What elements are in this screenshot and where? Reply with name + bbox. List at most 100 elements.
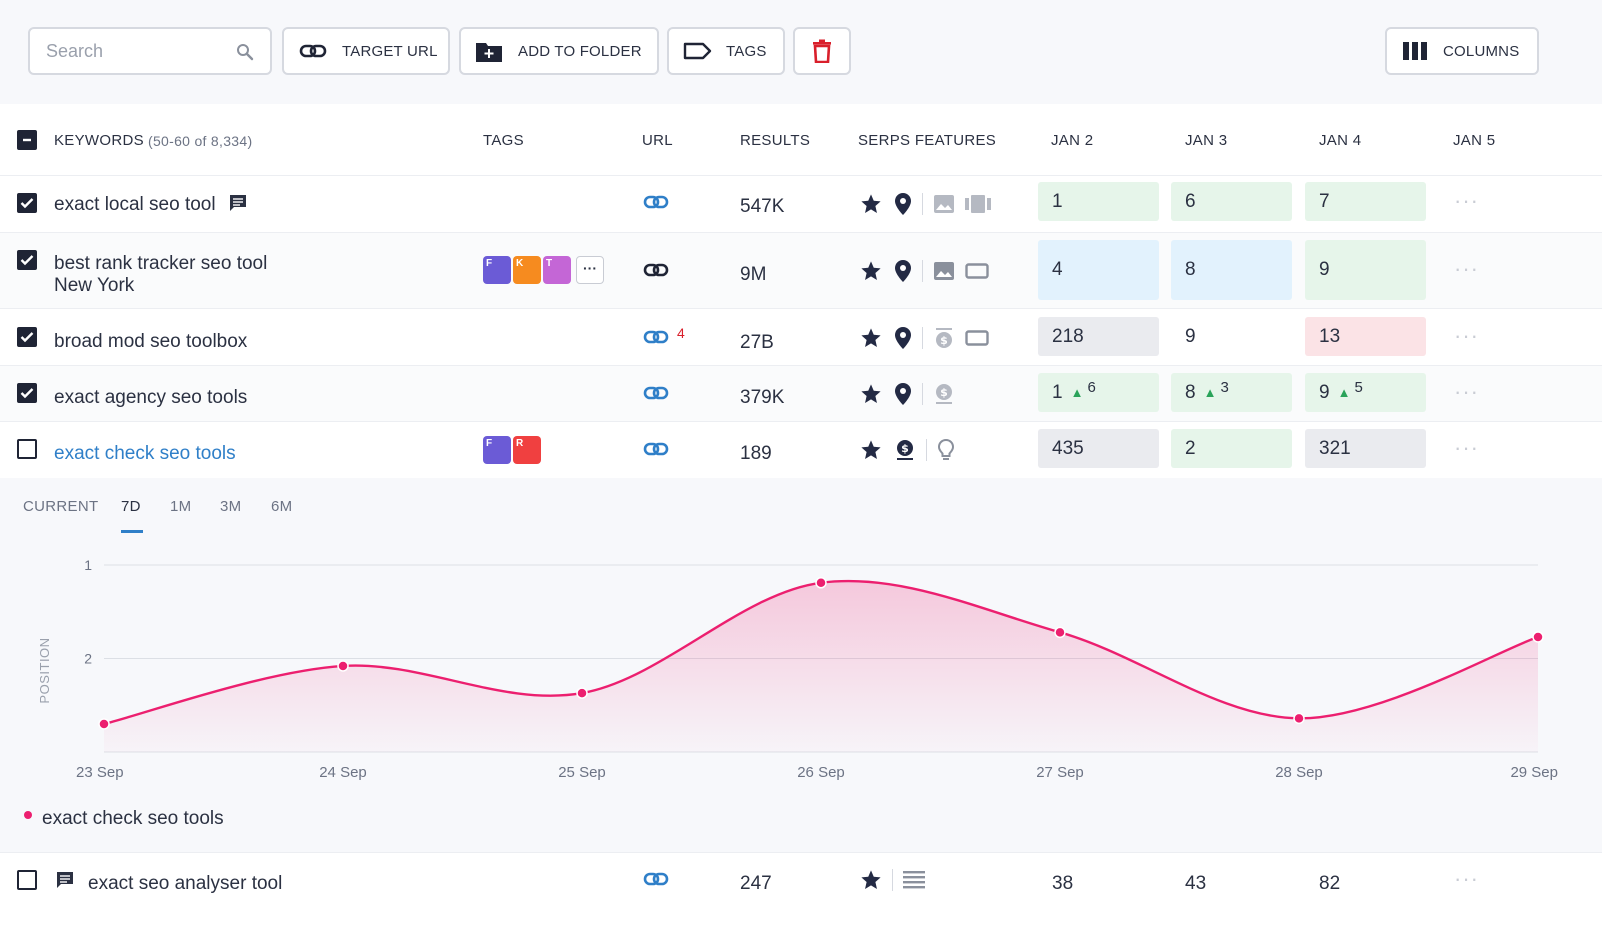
url-link-icon[interactable] xyxy=(643,262,669,283)
tab-1m[interactable]: 1M xyxy=(170,498,192,515)
header-keywords[interactable]: KEYWORDS xyxy=(54,132,144,149)
data-point[interactable] xyxy=(337,660,349,672)
jan4-position: 321 xyxy=(1305,429,1426,468)
star-icon xyxy=(861,440,881,459)
row-checkbox[interactable] xyxy=(17,193,37,213)
header-jan2[interactable]: JAN 2 xyxy=(1051,132,1094,149)
url-link-icon[interactable] xyxy=(643,871,669,892)
more-dots-icon[interactable]: ··· xyxy=(1454,323,1479,348)
url-link-icon[interactable] xyxy=(643,194,669,215)
results-value: 189 xyxy=(740,443,772,464)
row-checkbox[interactable] xyxy=(17,439,37,459)
header-results[interactable]: RESULTS xyxy=(740,132,811,149)
svg-text:$: $ xyxy=(940,334,948,347)
add-to-folder-button[interactable]: ADD TO FOLDER xyxy=(459,27,659,75)
jan4-position: 82 xyxy=(1319,873,1341,894)
bottom-ad-icon: $ xyxy=(897,440,913,460)
more-dots-icon[interactable]: ··· xyxy=(1454,435,1479,460)
header-jan3[interactable]: JAN 3 xyxy=(1185,132,1228,149)
jan2-position: 435 xyxy=(1038,429,1159,468)
data-point[interactable] xyxy=(1054,626,1066,639)
table-row[interactable]: exact check seo tools F R 189 $ 435 2 32… xyxy=(0,422,1602,478)
row-checkbox[interactable] xyxy=(17,250,37,270)
tab-current[interactable]: CURRENT xyxy=(23,498,99,515)
more-dots-icon[interactable]: ··· xyxy=(1454,866,1479,891)
tag-badge[interactable]: K xyxy=(513,256,541,284)
select-all-checkbox[interactable] xyxy=(17,130,37,150)
tags-button[interactable]: TAGS xyxy=(667,27,785,75)
more-dots-icon[interactable]: ··· xyxy=(1454,379,1479,404)
star-icon xyxy=(861,194,881,213)
header-jan5[interactable]: JAN 5 xyxy=(1453,132,1496,149)
columns-icon xyxy=(1403,42,1427,60)
image-icon xyxy=(934,195,954,213)
target-url-button[interactable]: TARGET URL xyxy=(282,27,450,75)
table-row[interactable]: best rank tracker seo tool New York F K … xyxy=(0,233,1602,309)
tag-badge[interactable]: F xyxy=(483,436,511,464)
position-value: 9 xyxy=(1319,381,1330,403)
results-value: 547K xyxy=(740,196,785,217)
keyword-text[interactable]: exact check seo tools xyxy=(54,443,236,464)
keyword-text[interactable]: best rank tracker seo tool xyxy=(54,253,268,274)
header-jan4[interactable]: JAN 4 xyxy=(1319,132,1362,149)
results-value: 379K xyxy=(740,387,785,408)
keyword-history-panel: CURRENT 7D 1M 3M 6M 1 2 POSITION 23 Sep 24 S… xyxy=(0,478,1602,852)
url-link-icon[interactable] xyxy=(643,385,669,406)
position-change: 5 xyxy=(1354,379,1363,396)
more-tags-button[interactable]: ··· xyxy=(576,256,604,284)
row-checkbox[interactable] xyxy=(17,383,37,403)
keyword-text[interactable]: exact local seo tool xyxy=(54,194,216,215)
url-link-icon[interactable] xyxy=(643,441,669,462)
jan2-position: 4 xyxy=(1038,240,1159,300)
url-link-icon[interactable] xyxy=(643,329,669,350)
position-value: 8 xyxy=(1185,381,1196,403)
row-checkbox[interactable] xyxy=(17,870,37,890)
jan3-position: 8 ▲ 3 xyxy=(1171,373,1292,412)
jan4-position: 9 ▲ 5 xyxy=(1305,373,1426,412)
keyword-text[interactable]: exact seo analyser tool xyxy=(88,873,283,894)
legend-label: exact check seo tools xyxy=(42,808,224,829)
jan3-position: 9 xyxy=(1185,325,1196,347)
header-url[interactable]: URL xyxy=(642,132,673,149)
target-url-label: TARGET URL xyxy=(342,42,438,60)
x-tick-label: 28 Sep xyxy=(1275,764,1323,781)
table-row[interactable]: exact seo analyser tool 247 38 43 82 ··· xyxy=(0,852,1602,926)
row-checkbox[interactable] xyxy=(17,327,37,347)
note-icon[interactable] xyxy=(56,871,74,894)
search-input[interactable] xyxy=(46,41,226,62)
svg-text:$: $ xyxy=(940,386,948,399)
more-dots-icon[interactable]: ··· xyxy=(1454,256,1479,281)
tag-badge[interactable]: T xyxy=(543,256,571,284)
tag-badge[interactable]: F xyxy=(483,256,511,284)
data-point[interactable] xyxy=(1532,631,1544,643)
table-row[interactable]: exact agency seo tools 379K $ 1 ▲ 6 8 ▲ … xyxy=(0,366,1602,422)
search-box[interactable] xyxy=(28,27,272,75)
data-point[interactable] xyxy=(815,577,827,589)
star-icon xyxy=(861,870,881,889)
arrow-up-icon: ▲ xyxy=(1203,385,1217,400)
table-row[interactable]: broad mod seo toolbox 4 27B $ 218 9 13 ·… xyxy=(0,309,1602,366)
tab-3m[interactable]: 3M xyxy=(220,498,242,515)
delete-button[interactable] xyxy=(793,27,851,75)
data-point[interactable] xyxy=(576,687,588,699)
more-dots-icon[interactable]: ··· xyxy=(1454,188,1479,213)
columns-button[interactable]: COLUMNS xyxy=(1385,27,1539,75)
keyword-text[interactable]: exact agency seo tools xyxy=(54,387,248,408)
tab-7d[interactable]: 7D xyxy=(121,498,141,515)
star-icon xyxy=(861,384,881,403)
search-icon[interactable] xyxy=(236,43,254,66)
tab-6m[interactable]: 6M xyxy=(271,498,293,515)
header-serps-features[interactable]: SERPS FEATURES xyxy=(858,132,997,149)
x-tick-label: 25 Sep xyxy=(558,764,606,781)
note-icon[interactable] xyxy=(229,194,247,217)
data-point[interactable] xyxy=(1293,712,1305,725)
y-tick-label: 1 xyxy=(84,557,92,573)
keyword-text[interactable]: broad mod seo toolbox xyxy=(54,331,248,352)
table-row[interactable]: exact local seo tool 547K 1 6 7 ··· xyxy=(0,176,1602,233)
tag-badge[interactable]: R xyxy=(513,436,541,464)
location-pin-icon xyxy=(895,383,911,405)
header-tags[interactable]: TAGS xyxy=(483,132,524,149)
data-point[interactable] xyxy=(98,718,110,730)
y-axis-label: POSITION xyxy=(37,637,52,703)
location-pin-icon xyxy=(895,260,911,282)
